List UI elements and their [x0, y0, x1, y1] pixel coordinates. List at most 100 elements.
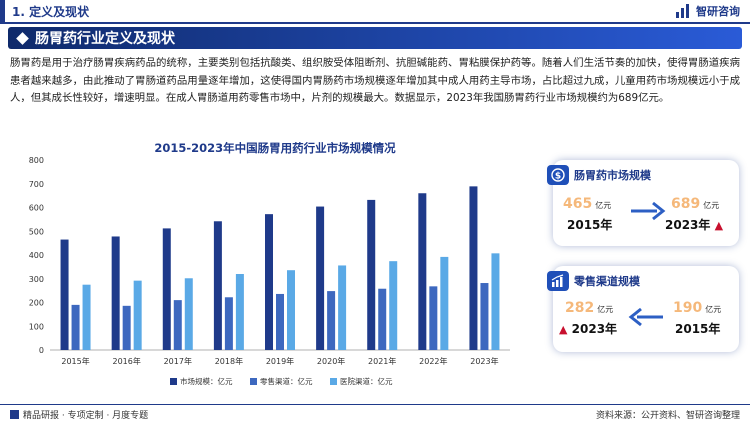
left-value-unit: 亿元 — [597, 305, 614, 314]
bar-2 — [82, 284, 91, 350]
bar-1 — [173, 300, 182, 350]
brand-logo[interactable]: 智研咨询 — [676, 3, 740, 19]
to-value: 689 亿元 — [671, 196, 719, 212]
x-tick-label: 2022年 — [419, 356, 447, 366]
top-bar: 1. 定义及现状 智研咨询 — [0, 0, 750, 22]
market-size-card: $ 肠胃药市场规模 465 亿元 2015年 689 亿元 2023年 ▲ — [547, 160, 739, 246]
footer-tagline: 精品研报 · 专项定制 · 月度专题 — [23, 411, 149, 421]
y-tick-label: 300 — [29, 275, 44, 284]
intro-paragraph: 肠胃药是用于治疗肠胃疾病药品的统称，主要类别包括抗酸类、组织胺受体阻断剂、抗胆碱… — [10, 57, 740, 104]
left-value: 282 亿元 — [565, 300, 613, 316]
x-tick-label: 2015年 — [61, 356, 89, 366]
y-tick-label: 800 — [29, 156, 44, 165]
up-arrow-icon: ▲ — [559, 323, 568, 336]
x-tick-label: 2017年 — [164, 356, 192, 366]
y-tick-label: 600 — [29, 204, 44, 213]
bar-1 — [71, 304, 80, 350]
bar-2 — [287, 270, 295, 350]
y-tick-label: 700 — [29, 180, 44, 189]
bar-0 — [469, 186, 478, 350]
bar-0 — [60, 239, 69, 350]
x-tick-label: 2016年 — [112, 356, 140, 366]
from-value: 465 亿元 — [563, 196, 611, 212]
source-note: 资料来源：公开资料、智研咨询整理 — [595, 411, 740, 421]
card-title: 零售渠道规模 — [574, 275, 640, 288]
dollar-icon: $ — [547, 165, 569, 185]
bar-1 — [224, 297, 233, 350]
right-year: 2015年 — [675, 322, 721, 336]
bar-0 — [213, 221, 222, 350]
right-value-number: 190 — [673, 300, 703, 316]
diamond-icon — [16, 31, 29, 45]
to-year-row: 2023年 ▲ — [665, 216, 723, 233]
chart-title: 2015-2023年中国肠胃用药行业市场规模情况 — [154, 141, 396, 155]
left-year-row: ▲ 2023年 — [559, 320, 617, 337]
up-arrow-icon: ▲ — [714, 219, 724, 232]
top-divider — [0, 22, 750, 24]
footer-left: 精品研报 · 专项定制 · 月度专题 — [10, 408, 148, 421]
bar-1 — [327, 291, 336, 350]
y-tick-label: 400 — [29, 251, 44, 260]
to-value-unit: 亿元 — [703, 201, 720, 210]
left-value-number: 282 — [565, 300, 595, 316]
bar-2 — [133, 280, 142, 350]
bar-0 — [265, 214, 273, 350]
bar-0 — [111, 236, 120, 350]
x-tick-label: 2020年 — [317, 356, 345, 366]
arrow-right-icon — [631, 201, 666, 221]
y-tick-label: 200 — [29, 299, 44, 308]
y-tick-label: 500 — [29, 227, 44, 236]
y-tick-label: 0 — [39, 346, 44, 355]
growth-chart-icon — [547, 271, 569, 291]
bar-2 — [184, 278, 193, 350]
legend-label: 市场规模：亿元 — [180, 376, 233, 386]
bar-0 — [316, 206, 325, 350]
bar-2 — [235, 274, 244, 350]
right-value: 190 亿元 — [673, 300, 721, 316]
bar-0 — [367, 199, 376, 350]
section-label: 1. 定义及现状 — [12, 5, 90, 19]
to-year: 2023年 — [665, 218, 711, 232]
bar-1 — [276, 293, 284, 350]
from-value-unit: 亿元 — [595, 201, 612, 210]
right-value-unit: 亿元 — [705, 305, 722, 314]
bar-1 — [122, 305, 131, 350]
x-tick-label: 2021年 — [368, 356, 396, 366]
footer-divider — [0, 404, 750, 405]
x-tick-label: 2018年 — [215, 356, 243, 366]
legend-label: 医院渠道：亿元 — [340, 376, 393, 386]
brand-name: 智研咨询 — [696, 5, 740, 18]
logo-bars-icon — [676, 4, 692, 18]
x-tick-label: 2023年 — [470, 356, 498, 366]
card-header: $ 肠胃药市场规模 — [547, 164, 651, 186]
market-size-chart: 0 100 200 300 400 500 600 700 800 2015年 2016年 2017年… — [29, 156, 510, 386]
retail-channel-card: 零售渠道规模 282 亿元 ▲ 2023年 190 亿元 2015年 — [547, 266, 739, 352]
footer: 精品研报 · 专项定制 · 月度专题 资料来源：公开资料、智研咨询整理 — [0, 404, 750, 421]
bar-2 — [338, 265, 347, 350]
card-header: 零售渠道规模 — [547, 270, 640, 292]
from-year: 2015年 — [567, 218, 613, 232]
bar-2 — [491, 253, 500, 350]
legend-swatch — [170, 378, 177, 385]
to-value-number: 689 — [671, 196, 701, 212]
from-value-number: 465 — [563, 196, 593, 212]
x-tick-label: 2019年 — [266, 356, 294, 366]
bar-1 — [378, 288, 387, 350]
arrow-left-icon — [628, 307, 663, 327]
y-tick-label: 100 — [29, 322, 44, 331]
legend-swatch — [250, 378, 257, 385]
square-icon — [10, 410, 19, 419]
bar-2 — [440, 256, 449, 350]
bar-1 — [429, 286, 438, 350]
legend-swatch — [330, 378, 337, 385]
legend-label: 零售渠道：亿元 — [260, 376, 313, 386]
bar-0 — [418, 193, 427, 350]
left-year: 2023年 — [571, 322, 618, 336]
top-accent — [0, 0, 5, 22]
bar-2 — [389, 261, 398, 350]
card-title: 肠胃药市场规模 — [574, 169, 651, 182]
title-banner: 肠胃药行业定义及现状 — [8, 27, 742, 49]
bar-0 — [162, 228, 171, 350]
bar-1 — [480, 283, 489, 350]
svg-text:$: $ — [555, 172, 561, 182]
